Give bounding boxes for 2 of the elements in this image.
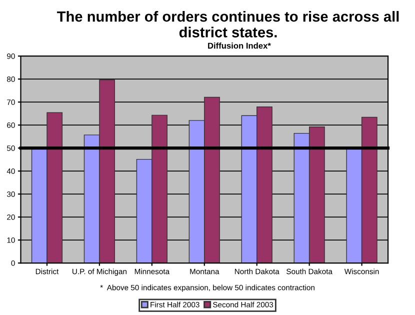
chart-title: The number of orders continues to rise across all district states. <box>57 11 399 38</box>
chart-subtitle: Diffusion Index* <box>208 42 271 49</box>
